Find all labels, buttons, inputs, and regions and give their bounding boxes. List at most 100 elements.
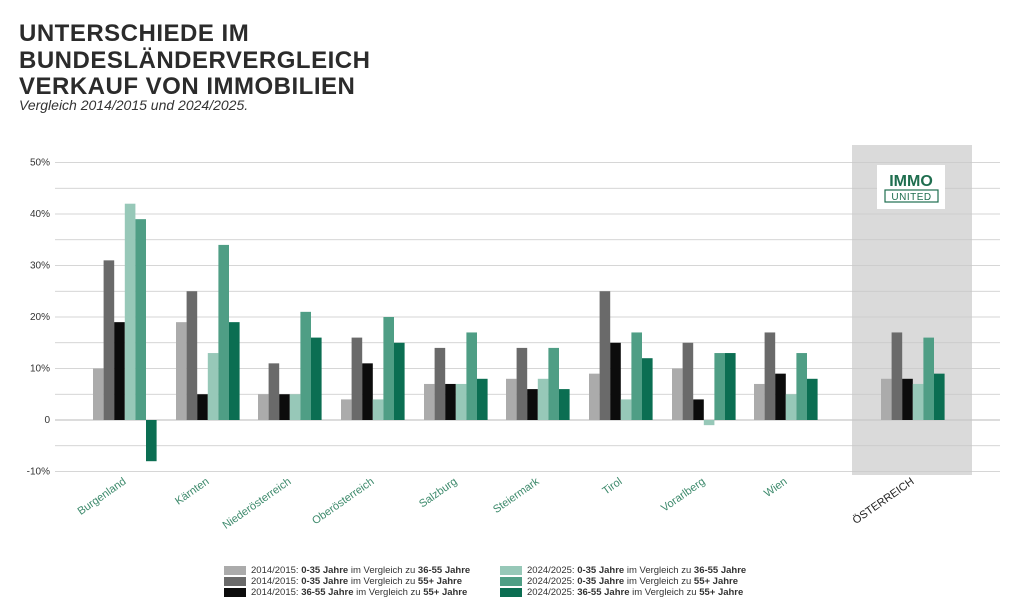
bar [537,378,549,420]
legend-text-2: 2014/2015: 0-35 Jahre im Vergleich zu 55… [251,576,463,587]
logo-text-united: UNITED [891,192,931,203]
bar [445,383,456,420]
legend-item-6: 2024/2025: 36-55 Jahre im Vergleich zu 5… [500,587,746,598]
logo-text-immo: IMMO [889,173,933,190]
bar [424,383,435,420]
category-label: Oberösterreich [310,476,376,528]
bar [207,353,219,420]
bar [682,342,694,420]
bar [934,373,945,420]
category-label: Niederösterreich [221,476,294,532]
bar [351,337,363,420]
bar-chart: -10% 0 10% 20% 30% 40% 50% IMMO UNITED Burgenland… [27,145,1000,532]
legend-item-5: 2024/2025: 0-35 Jahre im Vergleich zu 55… [500,576,746,587]
bar [796,353,807,420]
bar [258,394,269,420]
bar [714,353,725,420]
bar [620,399,632,420]
logo-frame [884,189,939,203]
bar [754,383,765,420]
y-tick-label: 50% [30,158,50,169]
legend-text-5: 2024/2025: 0-35 Jahre im Vergleich zu 55… [527,576,739,587]
bar [775,373,786,420]
bar [93,368,104,420]
bar [455,383,467,420]
category-label: Vorarlberg [659,476,707,515]
bar [311,337,322,420]
legend-item-2: 2014/2015: 0-35 Jahre im Vergleich zu 55… [224,576,470,587]
bar [341,399,352,420]
bar [268,363,280,420]
bar [289,394,301,420]
bar [176,322,187,420]
legend-right: 2024/2025: 0-35 Jahre im Vergleich zu 36… [500,565,746,598]
category-label: Kärnten [173,476,211,508]
bar [124,203,136,420]
bar [902,378,913,420]
bar [434,347,446,420]
legend-item-3: 2014/2015: 36-55 Jahre im Vergleich zu 5… [224,587,470,598]
y-tick-label: -10% [27,467,50,478]
y-tick-label: 30% [30,261,50,272]
bar [703,420,715,426]
category-label: Salzburg [417,476,459,511]
bar [135,219,146,420]
legend-item-4: 2024/2025: 0-35 Jahre im Vergleich zu 36… [500,565,746,576]
category-label: Wien [762,476,789,500]
bar [146,420,157,462]
bar [197,394,208,420]
bar [807,378,818,420]
bar [527,389,538,420]
legend-left: 2014/2015: 0-35 Jahre im Vergleich zu 36… [224,565,470,598]
legend-text-6: 2024/2025: 36-55 Jahre im Vergleich zu 5… [527,587,744,598]
bar [672,368,683,420]
bar [923,337,934,420]
bar [516,347,528,420]
bar [891,332,903,420]
bar [642,358,653,420]
bar [693,399,704,420]
legend-text-1: 2014/2015: 0-35 Jahre im Vergleich zu 36… [251,565,471,576]
bar [229,322,240,420]
y-tick-label: 20% [30,312,50,323]
bar [559,389,570,420]
y-tick-label: 40% [30,209,50,220]
bar [764,332,776,420]
bar [785,394,797,420]
bar [548,347,559,420]
bar [218,244,229,420]
bar [912,383,924,420]
bar [362,363,373,420]
bar [881,378,892,420]
legend-text-4: 2024/2025: 0-35 Jahre im Vergleich zu 36… [527,565,747,576]
category-label: Burgenland [76,476,129,518]
bar [610,342,621,420]
category-label: ÖSTERREICH [851,476,917,527]
legend-text-3: 2014/2015: 36-55 Jahre im Vergleich zu 5… [251,587,468,598]
legend-swatch-4 [500,566,522,575]
category-label: Steiermark [491,475,542,516]
category-label: Tirol [600,476,624,498]
y-tick-label: 10% [30,364,50,375]
legend-swatch-1 [224,566,246,575]
bar [477,378,488,420]
bar [114,322,125,420]
bar [103,260,115,420]
bar [725,353,736,420]
y-tick-label: 0 [44,415,50,426]
bar [506,378,517,420]
title-line-1: UNTERSCHIEDE IM [19,20,250,47]
bar [383,317,394,420]
bar [186,291,198,420]
legend-swatch-5 [500,577,522,586]
legend-swatch-2 [224,577,246,586]
bar [372,399,384,420]
legend-swatch-3 [224,588,246,597]
legend-swatch-6 [500,588,522,597]
subtitle: Vergleich 2014/2015 und 2024/2025. [19,97,249,113]
bar [300,311,311,420]
title-line-2: BUNDESLÄNDERVERGLEICH [19,47,371,74]
legend-item-1: 2014/2015: 0-35 Jahre im Vergleich zu 36… [224,565,470,576]
bar [599,291,611,420]
bar [466,332,477,420]
